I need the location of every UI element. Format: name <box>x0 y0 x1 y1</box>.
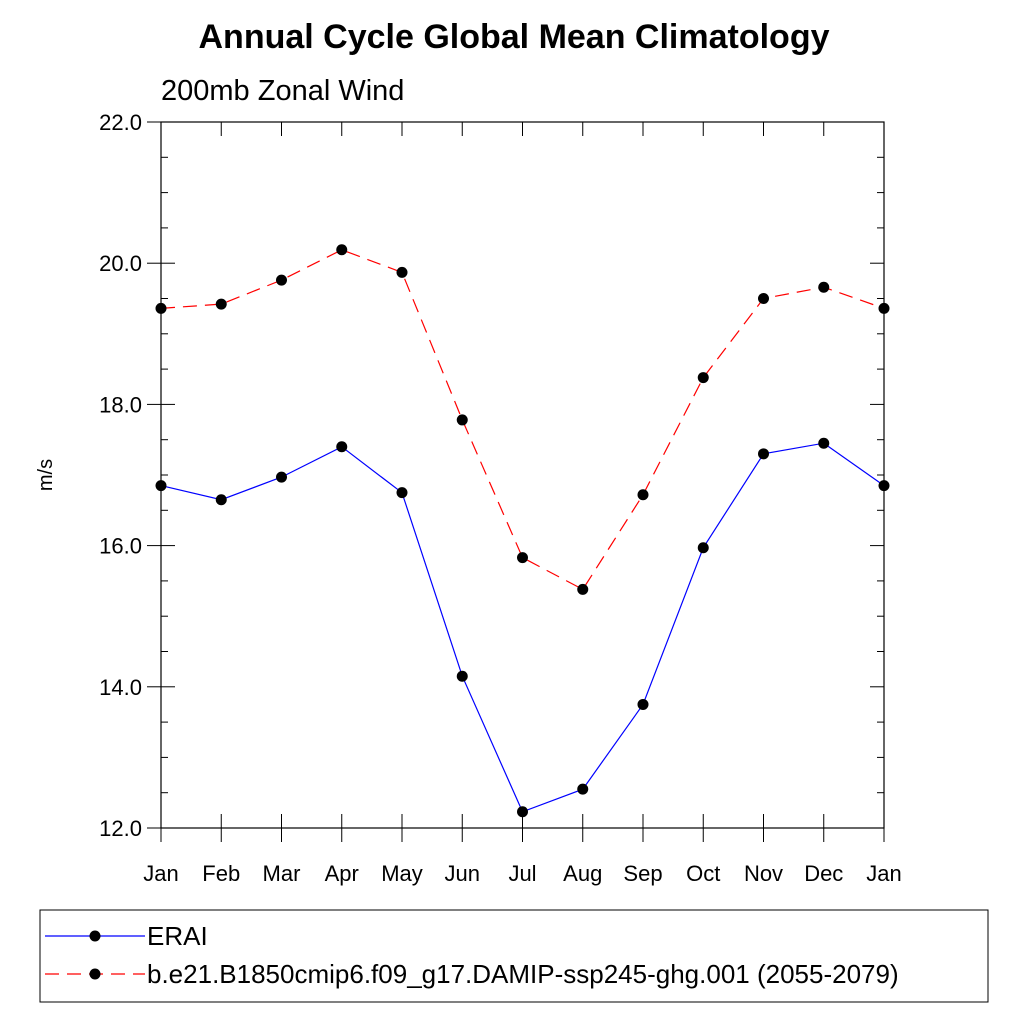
x-tick-label: Sep <box>623 861 662 886</box>
series-0-point <box>336 441 348 453</box>
x-tick-label: Apr <box>325 861 359 886</box>
chart-title: Annual Cycle Global Mean Climatology <box>199 18 830 56</box>
plot-frame <box>160 121 885 829</box>
series-0-point <box>818 437 830 449</box>
series-line-0 <box>160 442 885 813</box>
series-1-point <box>577 583 589 595</box>
legend-box <box>39 909 989 1003</box>
series-1-point <box>697 372 709 384</box>
legend-label-1: b.e21.B1850cmip6.f09_g17.DAMIP-ssp245-gh… <box>147 959 899 989</box>
y-tick-label: 20.0 <box>99 251 142 276</box>
x-tick-label: Jun <box>445 861 480 886</box>
x-tick-label: May <box>381 861 423 886</box>
series-0-point <box>517 806 528 818</box>
y-tick-label: 14.0 <box>99 675 142 700</box>
x-tick-label: Aug <box>563 861 602 886</box>
series-1-point <box>456 414 468 426</box>
series-1-point <box>276 274 287 286</box>
chart-subtitle: 200mb Zonal Wind <box>161 75 404 107</box>
x-tick-label: Mar <box>263 861 301 886</box>
series-1-point <box>155 302 167 314</box>
x-tick-label: Oct <box>686 861 720 886</box>
series-1-point <box>878 302 890 314</box>
series-line-1 <box>160 249 885 591</box>
series-1-point <box>637 489 649 501</box>
legend-marker-0 <box>89 930 101 942</box>
series-layer <box>155 244 890 818</box>
series-0-point <box>276 471 287 483</box>
series-0-point <box>577 783 589 795</box>
series-0-point <box>456 670 468 682</box>
y-axis-label: m/s <box>35 459 57 491</box>
series-1-point <box>215 298 227 310</box>
y-tick-label: 18.0 <box>99 392 142 417</box>
y-tick-label: 12.0 <box>99 816 142 841</box>
series-0-point <box>155 480 167 492</box>
series-1-point <box>818 281 830 293</box>
y-tick-label: 22.0 <box>99 110 142 135</box>
x-tick-label: Jan <box>143 861 178 886</box>
legend: ERAI b.e21.B1850cmip6.f09_g17.DAMIP-ssp24… <box>45 921 899 989</box>
series-1-point <box>336 244 348 256</box>
series-0-point <box>758 448 769 460</box>
legend-marker-1 <box>89 968 101 980</box>
series-0-point <box>215 494 227 506</box>
x-tick-label: Feb <box>202 861 240 886</box>
series-0-point <box>637 698 649 710</box>
x-tick-label: Nov <box>744 861 783 886</box>
series-1-point <box>396 266 408 278</box>
series-1-point <box>517 552 528 564</box>
legend-label-0: ERAI <box>147 921 208 951</box>
series-1-point <box>758 293 769 304</box>
x-tick-label: Dec <box>804 861 843 886</box>
axis-ticks: 12.0 14.0 16.0 18.0 20.0 22.0 Jan Feb Mar Apr May J… <box>99 110 902 886</box>
y-tick-label: 16.0 <box>99 534 142 559</box>
series-0-point <box>396 487 408 499</box>
x-tick-label: Jul <box>508 861 536 886</box>
series-0-point <box>697 542 709 554</box>
series-0-point <box>878 480 890 492</box>
x-tick-label: Jan <box>866 861 901 886</box>
